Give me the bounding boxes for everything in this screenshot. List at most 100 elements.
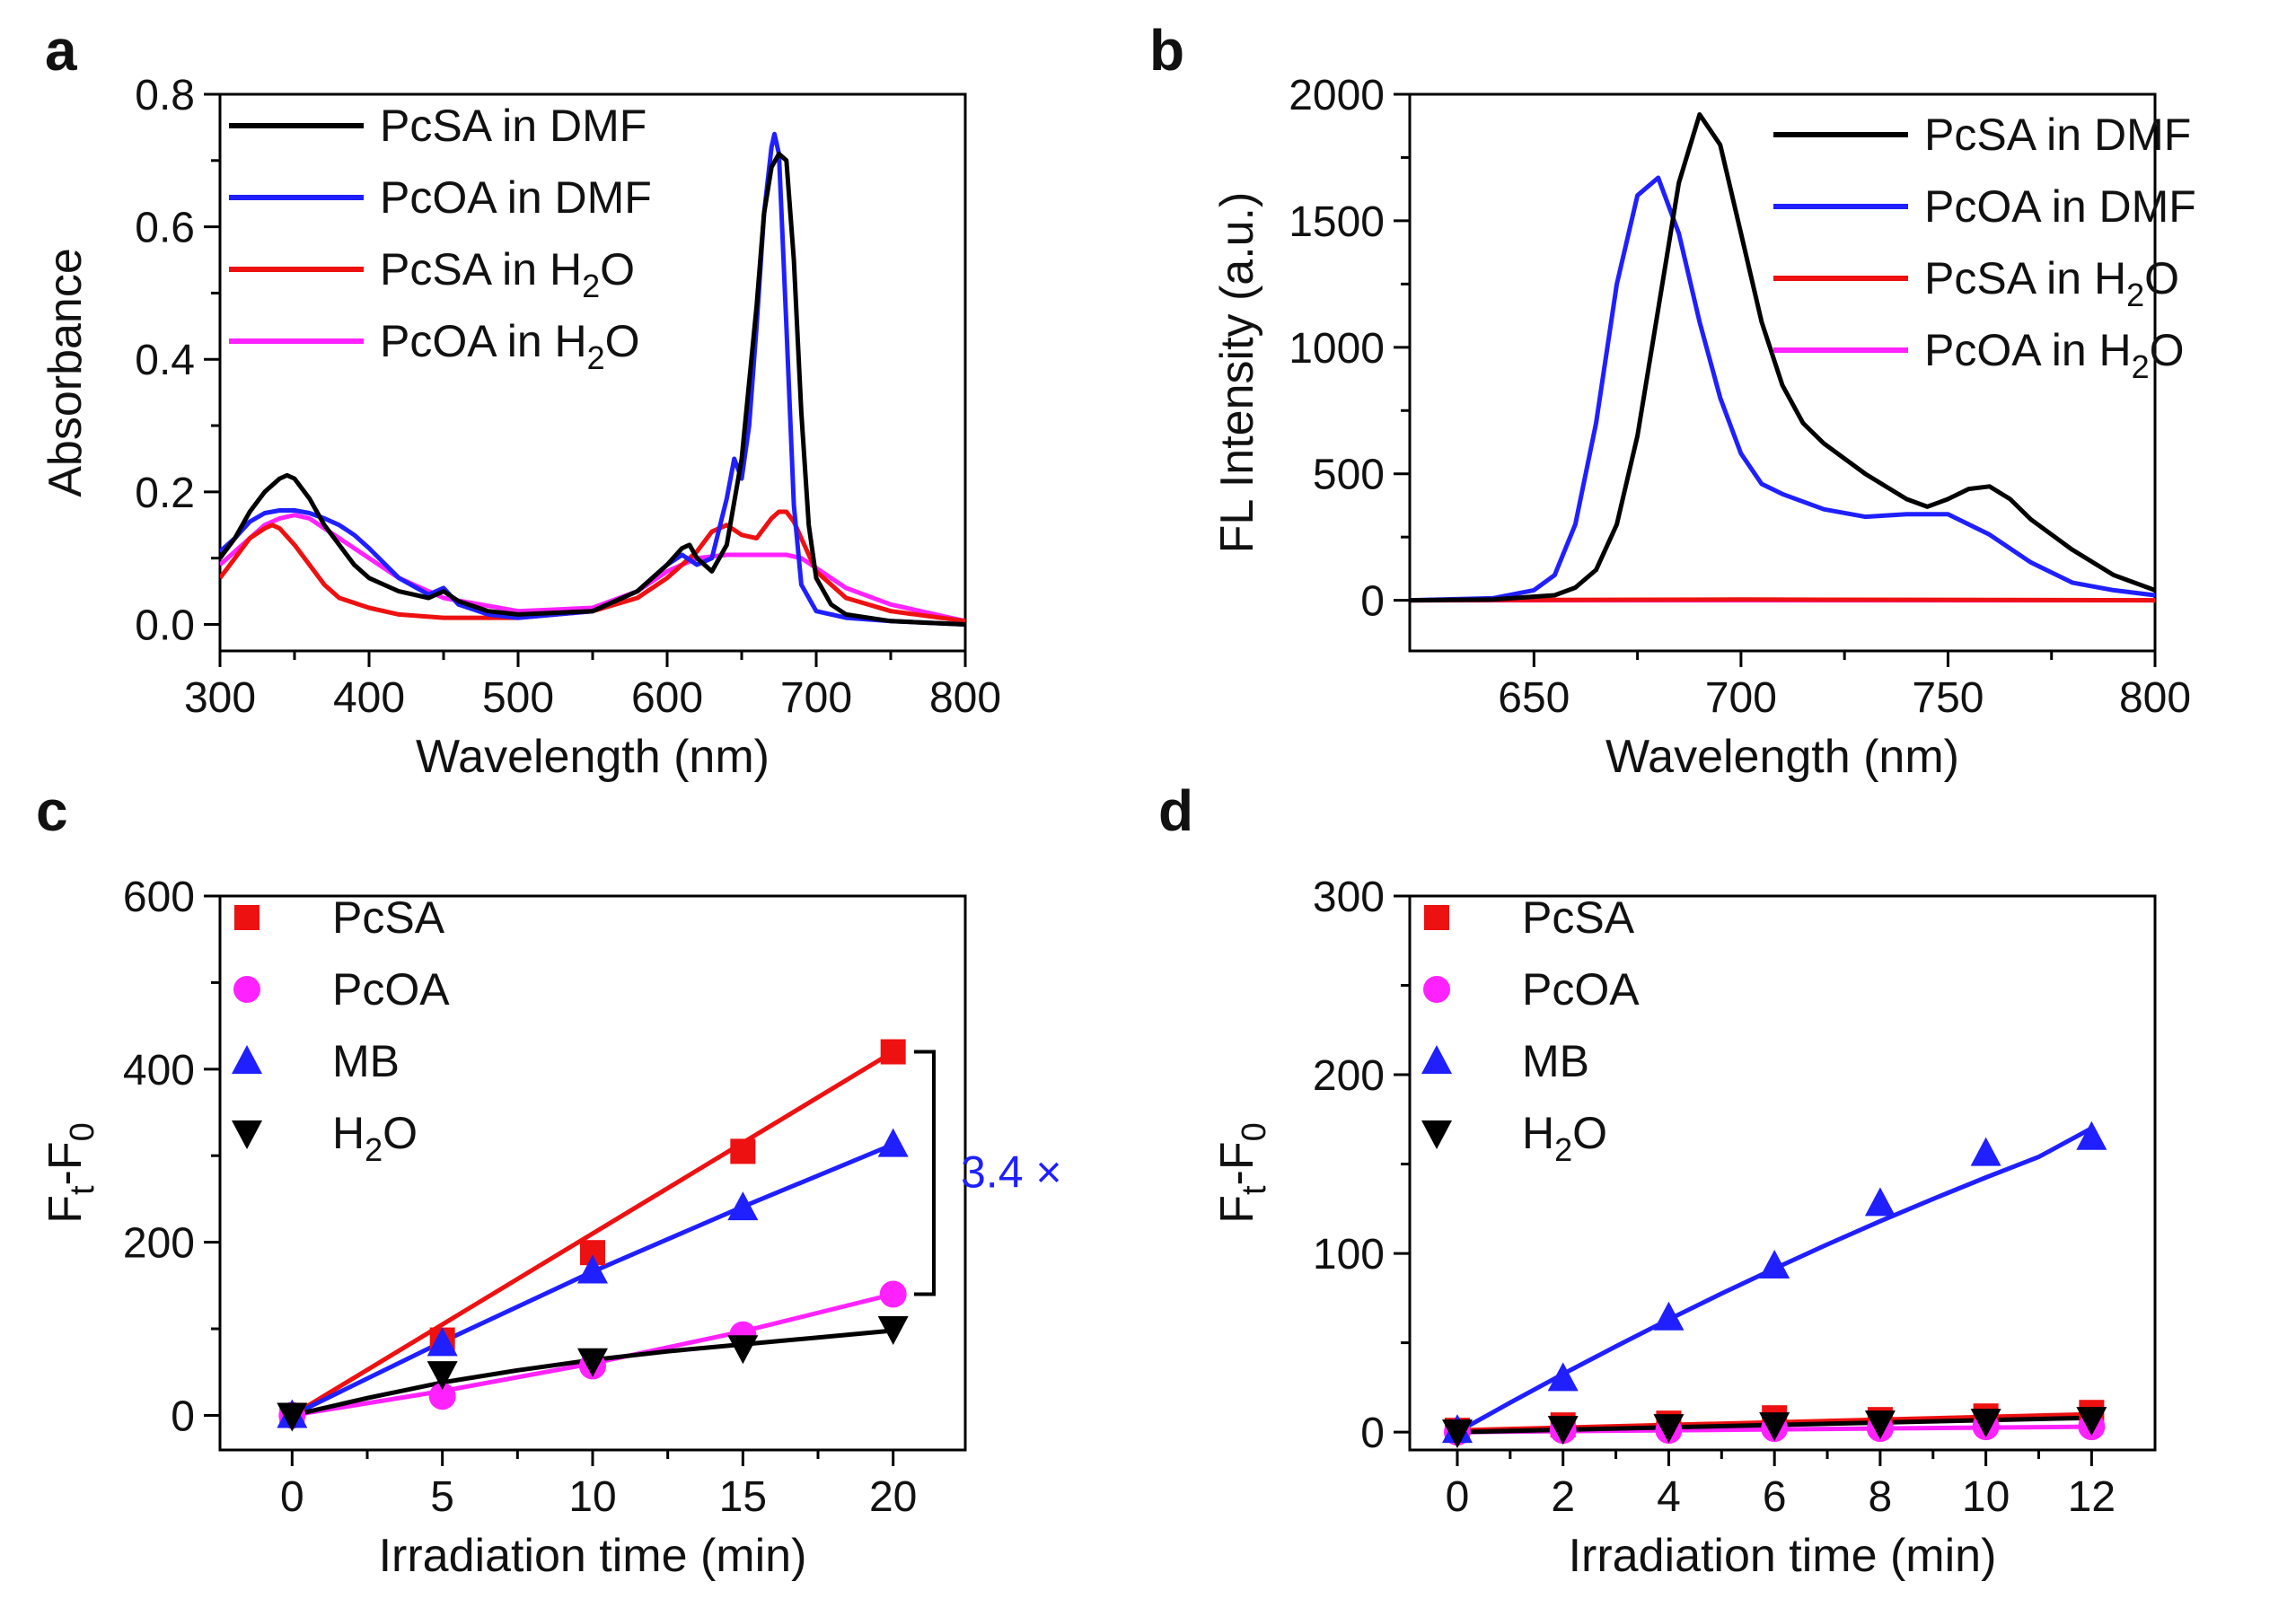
x-tick-label: 15 — [719, 1473, 767, 1521]
data-point — [880, 1039, 906, 1065]
panel-letter-c: c — [36, 778, 68, 843]
y-tick-label: 1500 — [1289, 198, 1385, 246]
legend-entry: H2O — [332, 1108, 418, 1168]
legend-marker — [1421, 1045, 1452, 1074]
x-axis-label: Wavelength (nm) — [416, 731, 770, 783]
series-line-0 — [1410, 112, 2155, 603]
legend-entry: PcOA in DMF — [380, 172, 652, 223]
legend-marker — [233, 976, 260, 1003]
comparison-bracket — [914, 1050, 936, 1296]
y-tick-label: 100 — [1313, 1231, 1385, 1278]
data-point — [577, 1348, 608, 1377]
x-axis-label: Wavelength (nm) — [1605, 731, 1959, 783]
legend-entry: PcOA in DMF — [1924, 181, 2196, 232]
x-tick-label: 500 — [482, 674, 554, 722]
legend-entry: PcSA — [1522, 892, 1635, 943]
y-axis-label: Absorbance — [40, 248, 92, 497]
x-tick-label: 8 — [1869, 1473, 1893, 1521]
y-tick-label: 0 — [1360, 578, 1385, 626]
legend-entry: PcSA in H2O — [1924, 253, 2179, 313]
data-point — [277, 1402, 308, 1432]
panel-d: d 0 2 4 6 8 10 12 0 100 200 300 Irradiation time (m… — [1158, 778, 2157, 1582]
data-point — [2076, 1120, 2107, 1150]
data-point — [879, 1280, 907, 1308]
legend-entry: MB — [1522, 1036, 1589, 1086]
x-tick-label: 300 — [184, 674, 256, 722]
x-tick-label: 5 — [430, 1473, 454, 1521]
y-tick-label: 500 — [1313, 452, 1385, 499]
legend-marker — [1423, 976, 1450, 1003]
series-line-1 — [1410, 175, 2155, 603]
y-tick-label: 200 — [1313, 1052, 1385, 1100]
y-tick-label: 2000 — [1289, 72, 1385, 119]
panel-b: b 650 700 750 800 0 500 1000 1500 2000 Wavelength… — [1149, 18, 2196, 783]
x-tick-label: 4 — [1657, 1473, 1681, 1521]
legend-entry: PcOA in H2O — [1924, 325, 2185, 385]
panel-a: a 300 400 500 600 700 800 0.0 0.2 0.4 0.6 0.8 Wavel… — [40, 18, 1001, 783]
legend-marker — [1424, 905, 1449, 930]
y-axis-label: Ft-F0 — [1211, 1122, 1273, 1224]
y-tick-label: 1000 — [1289, 325, 1385, 373]
data-point — [1547, 1362, 1579, 1392]
x-tick-label: 20 — [869, 1473, 917, 1521]
legend-entry: PcOA — [332, 964, 450, 1015]
data-point — [1970, 1137, 2001, 1166]
fold-annotation: 3.4 × — [961, 1147, 1062, 1198]
x-tick-label: 6 — [1763, 1473, 1787, 1521]
y-tick-label: 0 — [1360, 1410, 1385, 1457]
data-point — [577, 1254, 608, 1284]
y-tick-label: 300 — [1313, 874, 1385, 921]
legend-marker — [1421, 1120, 1452, 1149]
panel-letter-d: d — [1158, 778, 1193, 843]
x-axis-label: Irradiation time (min) — [1569, 1530, 1997, 1582]
y-axis-label: FL Intensity (a.u.) — [1211, 192, 1263, 554]
x-tick-label: 600 — [631, 674, 703, 722]
data-point — [1759, 1249, 1790, 1278]
legend-entry: PcOA in H2O — [380, 316, 640, 376]
x-axis-label: Irradiation time (min) — [379, 1530, 807, 1582]
data-point — [1547, 1416, 1579, 1445]
plot-frame — [1408, 894, 2157, 1452]
legend-marker — [232, 1120, 262, 1149]
legend-entry: PcSA in H2O — [380, 244, 635, 304]
y-tick-label: 0.0 — [135, 602, 195, 649]
data-point — [1653, 1414, 1685, 1444]
legend-entry: MB — [332, 1036, 400, 1086]
x-tick-label: 10 — [1962, 1473, 2010, 1521]
fit-line-0 — [291, 1050, 894, 1418]
y-tick-label: 0.6 — [135, 205, 195, 252]
data-point — [1759, 1412, 1790, 1442]
legend-entry: PcSA in DMF — [1924, 110, 2191, 160]
data-point — [730, 1138, 756, 1164]
y-tick-label: 0 — [171, 1393, 195, 1440]
data-point — [727, 1335, 759, 1365]
x-tick-label: 800 — [2119, 674, 2191, 722]
y-tick-label: 200 — [123, 1220, 195, 1268]
y-tick-label: 400 — [123, 1047, 195, 1094]
data-point — [428, 1383, 456, 1410]
series-line-0 — [220, 151, 965, 627]
x-tick-label: 700 — [1705, 674, 1777, 722]
x-tick-label: 650 — [1498, 674, 1570, 722]
legend-entry: H2O — [1522, 1108, 1607, 1168]
series-line-2 — [1410, 597, 2155, 603]
y-tick-label: 0.4 — [135, 337, 195, 384]
data-point — [1970, 1409, 2001, 1438]
y-tick-label: 0.8 — [135, 72, 195, 119]
x-tick-label: 750 — [1912, 674, 1984, 722]
data-point — [2076, 1407, 2107, 1436]
data-point — [877, 1128, 909, 1157]
y-axis-label: Ft-F0 — [40, 1122, 101, 1224]
y-tick-label: 0.2 — [135, 470, 195, 517]
y-tick-label: 600 — [123, 874, 195, 921]
series-line-3 — [220, 513, 965, 624]
legend-entry: PcOA — [1522, 964, 1640, 1015]
x-tick-label: 12 — [2068, 1473, 2116, 1521]
x-tick-label: 400 — [333, 674, 405, 722]
x-tick-label: 0 — [280, 1473, 304, 1521]
x-tick-label: 0 — [1446, 1473, 1470, 1521]
panel-letter-b: b — [1149, 18, 1184, 83]
x-tick-label: 10 — [568, 1473, 616, 1521]
